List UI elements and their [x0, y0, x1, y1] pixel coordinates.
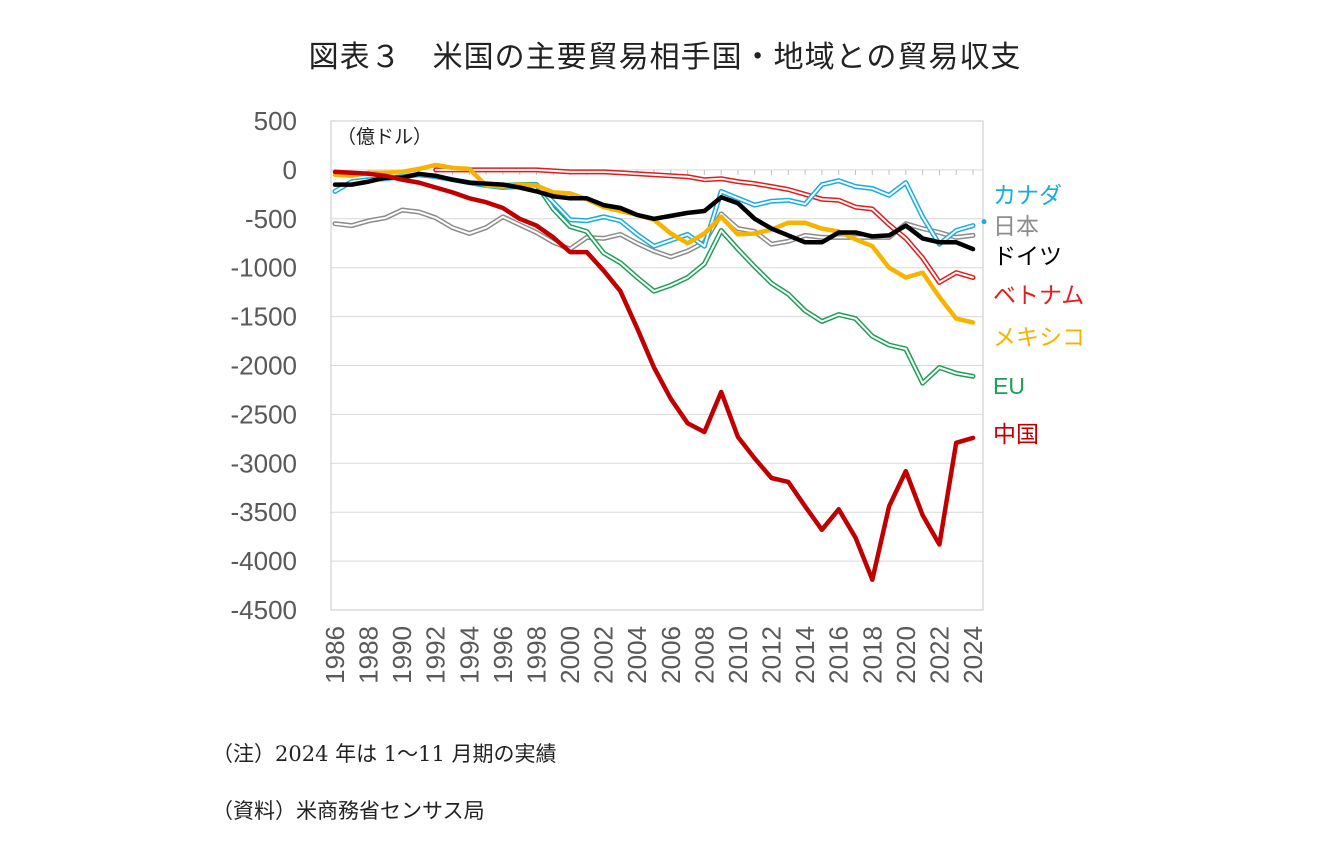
- y-tick-label: -2000: [231, 351, 298, 381]
- series-end-marker: [981, 219, 987, 225]
- unit-label: （億ドル）: [337, 126, 432, 148]
- plot-area-frame: [330, 120, 984, 611]
- y-tick-label: -1000: [231, 253, 298, 283]
- y-tick-label: -3500: [231, 497, 298, 527]
- x-axis-tick-labels: 1986 1988 1990 1992 1994 1996 1998 2000 2002 2004…: [320, 626, 988, 684]
- series-line: [332, 169, 976, 582]
- x-tick-label: 1996: [488, 626, 518, 684]
- legend-entry: ドイツ: [993, 243, 1062, 269]
- x-tick-label: 1986: [320, 626, 350, 684]
- x-tick-label: 2000: [555, 626, 585, 684]
- y-tick-label: -2500: [231, 399, 298, 429]
- x-tick-label: 1988: [354, 626, 384, 684]
- figure-title: 図表３ 米国の主要貿易相手国・地域との貿易収支: [308, 40, 1022, 75]
- series-line-inner: [501, 183, 974, 385]
- x-tick-label: 1992: [421, 626, 451, 684]
- y-tick-label: 500: [254, 106, 297, 136]
- footnote: （注）2024 年は 1〜11 月期の実績: [212, 742, 557, 766]
- x-tick-label: 2014: [790, 626, 820, 684]
- series-line-inner: [434, 168, 974, 284]
- legend-entry: メキシコ: [993, 324, 1085, 350]
- y-tick-label: 0: [283, 155, 297, 185]
- x-tick-label: 1998: [521, 626, 551, 684]
- y-tick-label: -4000: [231, 546, 298, 576]
- x-tick-label: 1990: [387, 626, 417, 684]
- x-tick-label: 2004: [622, 626, 652, 684]
- y-tick-label: -4500: [231, 595, 298, 625]
- legend-entry: カナダ: [993, 182, 1062, 208]
- series-lines: [332, 162, 987, 582]
- x-tick-label: 2024: [958, 626, 988, 684]
- y-tick-label: -3000: [231, 448, 298, 478]
- x-tick-label: 2006: [656, 626, 686, 684]
- trade-balance-chart: 500 0 -500 -1000 -1500 -2000 -2500 -3000 -3500 -4…: [231, 106, 1086, 684]
- series-line: [332, 171, 976, 252]
- x-tick-label: 2008: [689, 626, 719, 684]
- series-line-outline: [500, 182, 976, 386]
- y-axis-tick-labels: 500 0 -500 -1000 -1500 -2000 -2500 -3000 -3500 -4…: [231, 106, 298, 625]
- x-tick-label: 2016: [824, 626, 854, 684]
- y-tick-label: -1500: [231, 302, 298, 332]
- legend-entry: 中国: [993, 421, 1039, 447]
- source-note: （資料）米商務省センサス局: [212, 799, 485, 823]
- x-tick-label: 2002: [589, 626, 619, 684]
- legend-entry: 日本: [993, 213, 1039, 239]
- legend-entry: ベトナム: [993, 282, 1084, 308]
- legend-entry: EU: [993, 373, 1025, 399]
- x-tick-label: 2012: [757, 626, 787, 684]
- x-tick-label: 2018: [857, 626, 887, 684]
- x-tick-label: 2010: [723, 626, 753, 684]
- x-tick-label: 2022: [924, 626, 954, 684]
- y-tick-label: -500: [245, 204, 297, 234]
- x-tick-label: 1994: [454, 626, 484, 684]
- x-tick-label: 2020: [891, 626, 921, 684]
